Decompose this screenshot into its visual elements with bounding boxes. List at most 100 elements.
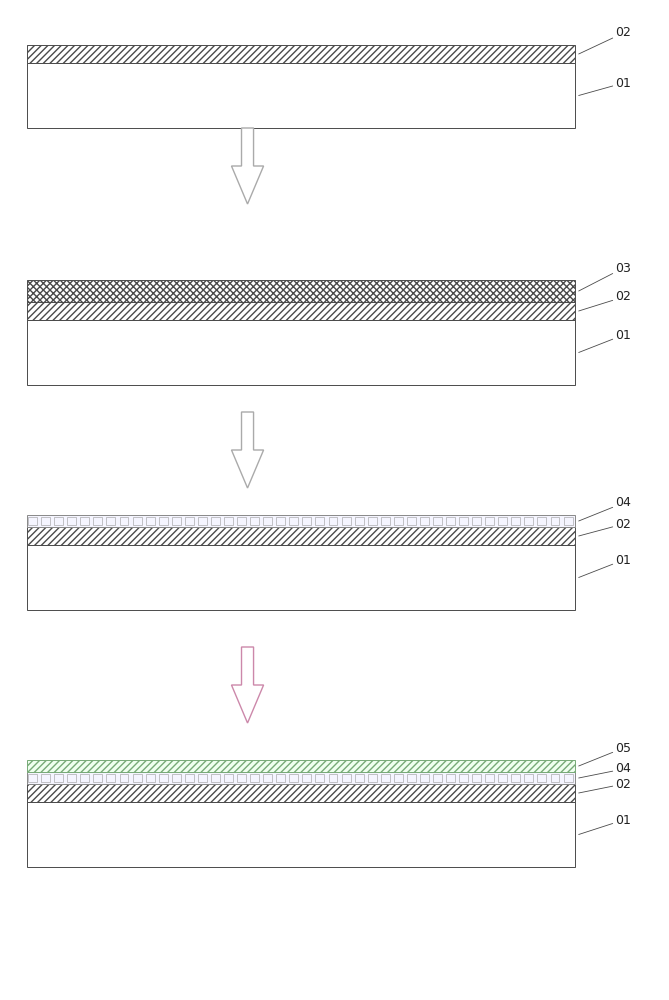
Bar (342, 774, 351, 782)
Bar (172, 774, 181, 782)
Bar (120, 774, 128, 782)
Text: 01: 01 (579, 554, 632, 578)
Text: 01: 01 (579, 329, 632, 353)
Bar (472, 774, 481, 782)
Bar (342, 517, 351, 525)
Bar (511, 517, 520, 525)
Bar (106, 774, 115, 782)
Bar (27, 760, 575, 772)
Bar (132, 517, 142, 525)
Bar (132, 774, 142, 782)
Bar (433, 517, 442, 525)
Bar (328, 774, 337, 782)
Bar (28, 774, 37, 782)
Bar (27, 772, 575, 784)
Bar (289, 517, 298, 525)
Text: 01: 01 (579, 814, 632, 834)
Bar (54, 517, 63, 525)
Bar (459, 774, 468, 782)
Bar (250, 517, 259, 525)
Text: 05: 05 (579, 742, 632, 766)
Bar (68, 517, 76, 525)
Bar (263, 774, 272, 782)
Bar (94, 774, 102, 782)
Bar (537, 774, 547, 782)
Bar (27, 802, 575, 867)
Bar (211, 774, 220, 782)
Bar (446, 517, 455, 525)
Bar (407, 517, 416, 525)
Bar (41, 517, 50, 525)
Text: 02: 02 (579, 778, 632, 793)
Bar (276, 774, 285, 782)
Bar (355, 774, 363, 782)
Bar (524, 517, 533, 525)
Bar (159, 774, 168, 782)
Bar (316, 774, 324, 782)
Polygon shape (231, 647, 264, 723)
Bar (420, 774, 429, 782)
Bar (511, 774, 520, 782)
Bar (80, 517, 89, 525)
Bar (172, 517, 181, 525)
Bar (159, 517, 168, 525)
Bar (302, 517, 311, 525)
Bar (28, 517, 37, 525)
Bar (237, 774, 246, 782)
Bar (263, 517, 272, 525)
Bar (381, 774, 389, 782)
Bar (198, 774, 207, 782)
Bar (355, 517, 363, 525)
Bar (27, 545, 575, 610)
Bar (27, 784, 575, 802)
Bar (120, 517, 128, 525)
Bar (27, 63, 575, 128)
Bar (328, 517, 337, 525)
Bar (106, 517, 115, 525)
Bar (381, 517, 389, 525)
Bar (146, 774, 155, 782)
Bar (289, 774, 298, 782)
Bar (185, 774, 194, 782)
Polygon shape (231, 128, 264, 204)
Polygon shape (231, 412, 264, 488)
Bar (524, 774, 533, 782)
Text: 02: 02 (579, 26, 632, 54)
Bar (68, 774, 76, 782)
Bar (420, 517, 429, 525)
Bar (498, 517, 507, 525)
Bar (446, 774, 455, 782)
Bar (276, 517, 285, 525)
Bar (94, 517, 102, 525)
Bar (459, 517, 468, 525)
Text: 01: 01 (579, 77, 632, 96)
Bar (198, 517, 207, 525)
Bar (537, 517, 547, 525)
Bar (563, 517, 573, 525)
Bar (27, 280, 575, 302)
Bar (394, 774, 403, 782)
Bar (498, 774, 507, 782)
Bar (80, 774, 89, 782)
Text: 02: 02 (579, 518, 632, 536)
Bar (394, 517, 403, 525)
Bar (250, 774, 259, 782)
Bar (316, 517, 324, 525)
Bar (224, 517, 233, 525)
Bar (224, 774, 233, 782)
Text: 03: 03 (579, 261, 632, 291)
Bar (551, 774, 559, 782)
Bar (146, 517, 155, 525)
Bar (211, 517, 220, 525)
Bar (407, 774, 416, 782)
Bar (185, 517, 194, 525)
Bar (41, 774, 50, 782)
Bar (368, 774, 377, 782)
Bar (54, 774, 63, 782)
Bar (27, 302, 575, 320)
Text: 04: 04 (579, 762, 632, 778)
Bar (485, 774, 494, 782)
Bar (237, 517, 246, 525)
Bar (368, 517, 377, 525)
Bar (433, 774, 442, 782)
